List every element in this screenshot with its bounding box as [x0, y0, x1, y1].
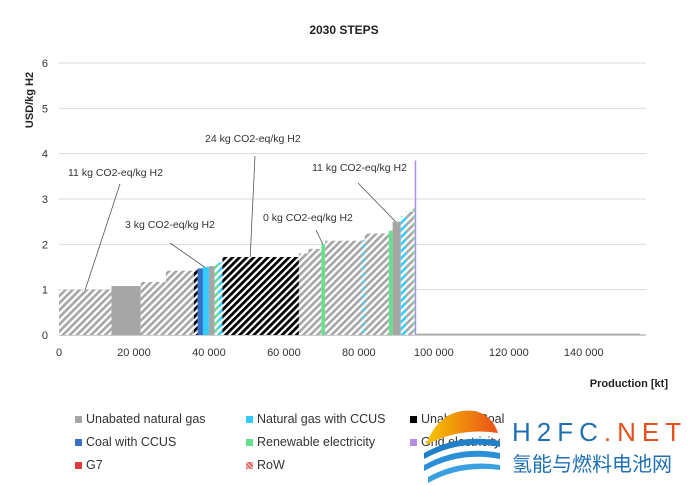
- annotation-label: 24 kg CO2-eq/kg H2: [205, 133, 301, 145]
- legend-label: Renewable electricity: [257, 435, 376, 449]
- bar-step: [193, 269, 198, 335]
- legend-swatch: [246, 461, 253, 469]
- x-tick-label: 140 000: [564, 347, 604, 359]
- annotation-leader-line: [84, 183, 121, 290]
- bar-step: [202, 267, 209, 335]
- bar-step: [325, 240, 363, 335]
- x-tick-label: 40 000: [192, 347, 226, 359]
- y-tick-label: 4: [42, 149, 48, 161]
- annotation-leader-line: [357, 182, 396, 222]
- legend-swatch: [75, 438, 82, 446]
- legend-label: RoW: [257, 458, 285, 472]
- legend-swatch: [75, 415, 82, 423]
- x-tick-label: 0: [56, 347, 62, 359]
- annotation-leader-line: [169, 242, 205, 268]
- y-tick-label: 0: [42, 330, 48, 342]
- legend-item: Coal with CCUS: [75, 435, 176, 449]
- annotation-label: 11 kg CO2-eq/kg H2: [68, 167, 163, 179]
- legend-item: RoW: [246, 458, 285, 472]
- bar-step: [362, 239, 365, 335]
- bar-step: [165, 270, 194, 335]
- bar-step: [400, 216, 407, 335]
- y-axis-label: USD/kg H2: [24, 72, 36, 128]
- x-tick-label: 60 000: [267, 347, 301, 359]
- x-tick-label: 120 000: [489, 347, 529, 359]
- y-tick-label: 3: [42, 194, 48, 206]
- bar-step: [197, 268, 203, 335]
- legend-item: G7: [75, 458, 103, 472]
- bar-step: [222, 257, 299, 335]
- annotation-leader-line: [249, 155, 256, 258]
- legend-label: G7: [86, 458, 103, 472]
- bar-step: [308, 248, 322, 335]
- legend-swatch: [246, 438, 253, 446]
- x-axis-label: Production [kt]: [590, 378, 669, 390]
- bar-step: [414, 160, 417, 335]
- annotation-label: 11 kg CO2-eq/kg H2: [312, 162, 407, 174]
- svg-text:H2FC.NET: H2FC.NET: [512, 417, 687, 447]
- bar-step: [406, 211, 413, 335]
- bar-step: [412, 207, 415, 335]
- bar-step: [298, 253, 309, 335]
- bar-step: [388, 230, 393, 335]
- x-tick-label: 80 000: [342, 347, 376, 359]
- legend-label: Coal with CCUS: [86, 435, 177, 449]
- legend-item: Natural gas with CCUS: [246, 412, 386, 426]
- legend-item: Unabated natural gas: [75, 412, 206, 426]
- legend-swatch: [410, 415, 417, 423]
- bar-step: [321, 244, 326, 335]
- y-tick-label: 1: [42, 285, 48, 297]
- svg-text:氢能与燃料电池网: 氢能与燃料电池网: [512, 453, 672, 476]
- bar-step: [364, 233, 389, 335]
- bar-step: [111, 286, 141, 335]
- y-tick-label: 6: [42, 58, 48, 70]
- bar-step: [392, 221, 401, 335]
- y-tick-label: 2: [42, 239, 48, 251]
- bar-step: [214, 264, 219, 335]
- legend-label: Natural gas with CCUS: [257, 412, 386, 426]
- legend-label: Unabated natural gas: [86, 412, 206, 426]
- legend-swatch: [410, 438, 417, 446]
- legend-item: Renewable electricity: [246, 435, 375, 449]
- annotation-label: 0 kg CO2-eq/kg H2: [263, 212, 353, 224]
- x-tick-label: 20 000: [117, 347, 151, 359]
- bar-step: [208, 266, 215, 335]
- chart-title: 2030 STEPS: [309, 23, 378, 37]
- legend-swatch: [246, 415, 253, 423]
- annotation-leader-line: [315, 229, 324, 245]
- bar-step: [218, 262, 223, 335]
- bar-step: [59, 289, 112, 335]
- annotation-label: 3 kg CO2-eq/kg H2: [125, 219, 215, 231]
- y-tick-label: 5: [42, 103, 48, 115]
- legend-swatch: [75, 461, 82, 469]
- x-tick-label: 100 000: [414, 347, 454, 359]
- bar-step: [140, 281, 166, 335]
- watermark-logo: H2FC.NET 氢能与燃料电池网: [420, 405, 692, 485]
